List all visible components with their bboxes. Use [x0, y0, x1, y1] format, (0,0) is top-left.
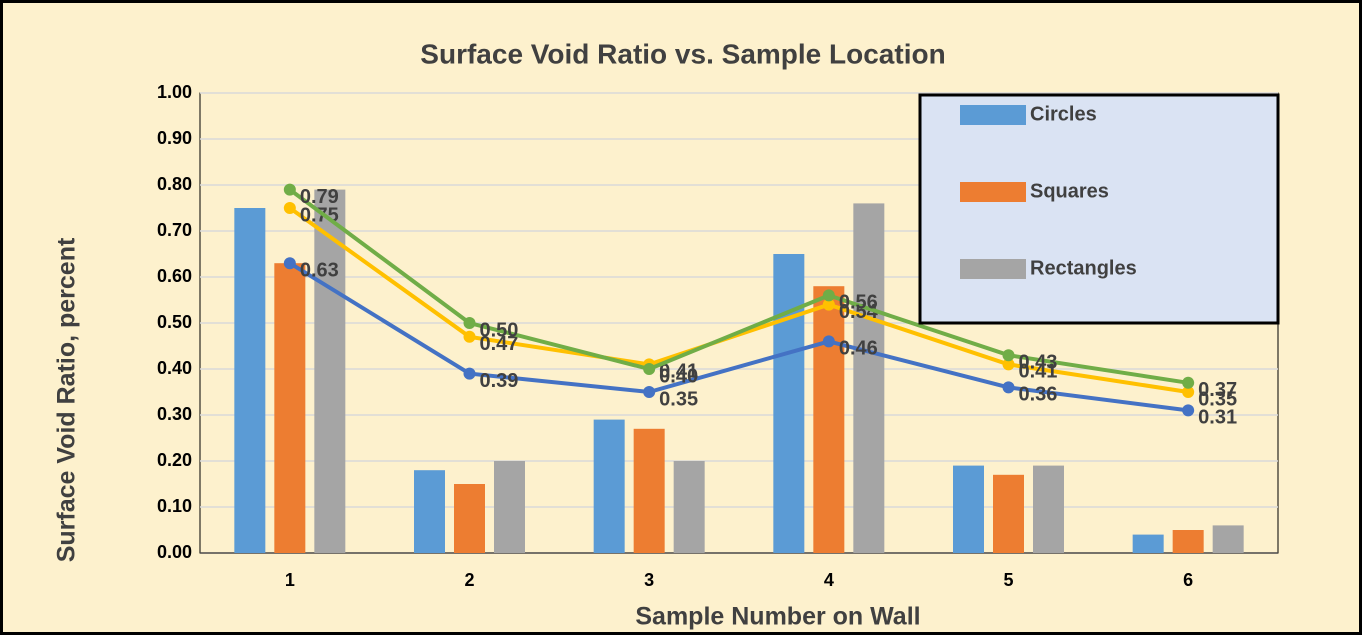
- line-marker: [463, 317, 476, 329]
- bar: [1212, 525, 1244, 553]
- line: [288, 206, 1189, 394]
- x-tick-label: 4: [824, 570, 834, 590]
- y-tick-label: 0.30: [157, 404, 192, 424]
- y-tick-label: 0.20: [157, 450, 192, 470]
- legend-label: Squares: [1030, 180, 1109, 202]
- line-marker: [283, 183, 296, 196]
- y-tick-label: 0.40: [157, 358, 192, 378]
- data-label: 0.50: [480, 319, 519, 341]
- y-tick-label: 0.90: [157, 128, 192, 148]
- data-label: 0.40: [659, 365, 698, 387]
- bar: [1132, 534, 1164, 553]
- line-marker: [822, 289, 835, 302]
- line: [288, 187, 1189, 385]
- x-tick-label: 1: [285, 570, 295, 590]
- data-label: 0.56: [839, 292, 878, 314]
- line-marker: [1002, 381, 1015, 394]
- line-marker: [283, 257, 296, 270]
- line-marker: [1002, 358, 1015, 371]
- x-tick-label: 3: [644, 570, 654, 590]
- line-marker: [463, 367, 476, 380]
- legend-label: Rectangles: [1030, 257, 1137, 279]
- legend-swatch: [960, 105, 1026, 125]
- line-marker: [1002, 349, 1015, 362]
- data-label: 0.35: [1198, 388, 1237, 410]
- line-marker: [1182, 404, 1195, 417]
- data-label: 0.63: [300, 259, 339, 281]
- legend-swatch: [960, 259, 1026, 279]
- bar: [1033, 465, 1064, 553]
- chart-title: Surface Void Ratio vs. Sample Location: [420, 38, 945, 69]
- bar: [494, 461, 525, 553]
- y-tick-label: 1.00: [157, 82, 192, 102]
- bar: [953, 465, 984, 553]
- y-tick-label: 0.70: [157, 220, 192, 240]
- bar: [593, 419, 625, 553]
- legend-label: Circles: [1030, 103, 1097, 125]
- y-axis-title: Surface Void Ratio, percent: [53, 237, 81, 562]
- line-marker: [822, 298, 835, 311]
- y-tick-label: 0.60: [157, 266, 192, 286]
- data-label: 0.46: [839, 338, 878, 360]
- y-tick-label: 0.00: [157, 542, 192, 562]
- x-axis-title: Sample Number on Wall: [635, 603, 920, 631]
- bar: [673, 461, 705, 553]
- data-label: 0.54: [839, 301, 879, 323]
- bar: [993, 474, 1024, 553]
- bar: [633, 428, 665, 553]
- line-marker: [1182, 386, 1195, 398]
- data-label: 0.36: [1019, 384, 1058, 406]
- data-label: 0.41: [1019, 361, 1058, 383]
- data-label: 0.37: [1198, 379, 1237, 401]
- line-marker: [1182, 376, 1195, 389]
- data-label: 0.39: [480, 370, 519, 392]
- line-marker: [463, 330, 476, 343]
- legend-swatch: [960, 182, 1026, 202]
- y-tick-label: 0.10: [157, 496, 192, 516]
- data-label: 0.31: [1198, 407, 1237, 429]
- bar: [234, 208, 266, 553]
- bar: [853, 203, 885, 553]
- bar: [314, 189, 346, 553]
- line-marker: [643, 386, 656, 398]
- line-marker: [283, 202, 296, 214]
- x-tick-label: 6: [1183, 570, 1193, 590]
- data-label: 0.41: [659, 361, 698, 383]
- x-tick-label: 5: [1003, 570, 1013, 590]
- bar: [274, 263, 306, 553]
- bar: [414, 470, 445, 553]
- y-tick-label: 0.80: [157, 174, 192, 194]
- y-tick-label: 0.50: [157, 312, 192, 332]
- data-label: 0.43: [1019, 351, 1058, 373]
- data-label: 0.35: [659, 388, 698, 410]
- x-tick-label: 2: [464, 570, 474, 590]
- bar: [813, 286, 845, 553]
- bar: [454, 484, 485, 553]
- data-label: 0.79: [300, 186, 339, 208]
- line: [288, 261, 1189, 413]
- line-marker: [643, 363, 656, 375]
- line-marker: [822, 335, 835, 348]
- bar: [773, 254, 805, 553]
- data-label: 0.47: [480, 333, 519, 355]
- legend: [918, 93, 1280, 325]
- bar: [1172, 530, 1204, 553]
